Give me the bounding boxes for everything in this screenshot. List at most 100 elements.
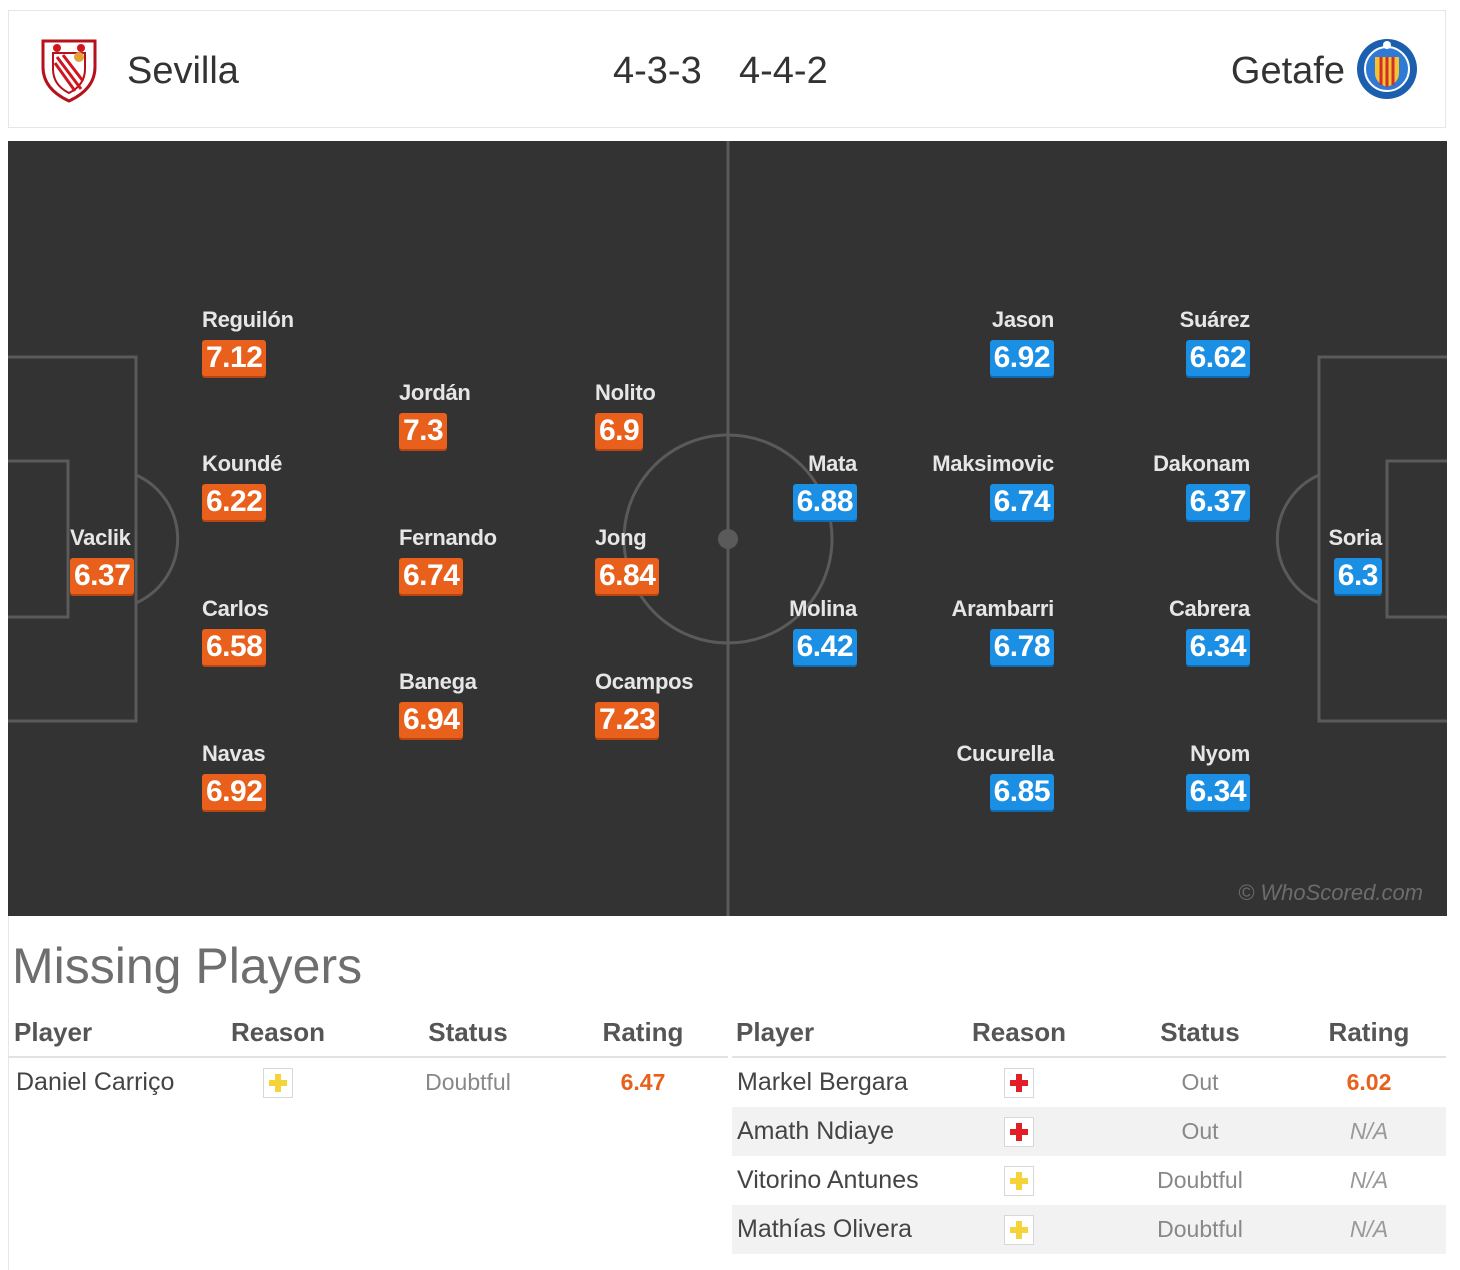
player-name: Cabrera [1168,596,1250,621]
col-reason[interactable]: Reason [972,1016,1066,1047]
col-rating[interactable]: Rating [602,1016,684,1047]
away-team-name[interactable]: Getafe [1230,50,1345,92]
player-rating: 6.9 [595,413,644,449]
player-rating: 6.74 [989,484,1054,520]
status-cell: Out [1181,1069,1219,1095]
player-link[interactable]: Mathías Olivera [737,1215,913,1243]
rating-cell: 6.47 [620,1069,666,1095]
table-row: Markel Bergara Out 6.02 [732,1058,1446,1107]
table-header: Player Reason Status Rating [8,1008,728,1058]
away-player-jason[interactable]: Jason 6.92 [914,307,1054,376]
player-name: Jason [991,307,1054,332]
player-rating: 6.92 [989,340,1054,376]
home-player-reguilon[interactable]: Reguilón 7.12 [202,307,342,376]
player-rating: 6.37 [1185,484,1250,520]
away-formation: 4-4-2 [739,50,828,92]
player-link[interactable]: Vitorino Antunes [737,1166,919,1194]
rating-cell: N/A [1349,1216,1389,1242]
home-player-kounde[interactable]: Koundé 6.22 [202,451,342,520]
injury-cross-icon[interactable] [1004,1067,1034,1098]
player-rating: 6.3 [1333,558,1382,594]
table-header: Player Reason Status Rating [732,1008,1446,1058]
away-player-maksimovic[interactable]: Maksimovic 6.74 [914,451,1054,520]
player-name: Nyom [1190,741,1250,766]
reason-cell [952,1067,1086,1098]
player-name: Mata [808,451,857,476]
away-player-cucurella[interactable]: Cucurella 6.85 [914,741,1054,810]
watermark: © WhoScored.com [1238,880,1423,905]
col-status[interactable]: Status [1160,1016,1240,1047]
home-player-fernando[interactable]: Fernando 6.74 [399,525,539,594]
away-player-soria[interactable]: Soria 6.3 [1242,525,1382,594]
player-link[interactable]: Daniel Carriço [16,1068,175,1096]
away-player-molina[interactable]: Molina 6.42 [717,596,857,665]
player-rating: 6.34 [1185,774,1250,810]
player-name: Reguilón [202,307,294,332]
player-rating: 7.12 [202,340,267,376]
player-name: Dakonam [1153,451,1250,476]
player-name: Koundé [202,451,283,476]
player-rating: 6.85 [989,774,1054,810]
col-rating[interactable]: Rating [1328,1016,1410,1047]
table-row: Vitorino Antunes Doubtful N/A [732,1156,1446,1205]
doubtful-cross-icon[interactable] [1004,1214,1034,1245]
player-name: Suárez [1179,307,1251,332]
player-name: Jong [595,525,647,550]
home-player-vaclik[interactable]: Vaclik 6.37 [70,525,210,594]
table-row: Daniel Carriço Doubtful 6.47 [8,1058,728,1107]
away-player-dakonam[interactable]: Dakonam 6.37 [1110,451,1250,520]
home-team-name[interactable]: Sevilla [127,50,239,92]
player-rating: 6.42 [792,629,857,665]
player-link[interactable]: Markel Bergara [737,1068,908,1096]
home-player-ocampos[interactable]: Ocampos 7.23 [595,669,735,738]
doubtful-cross-icon[interactable] [263,1067,293,1098]
status-cell: Doubtful [1157,1216,1243,1242]
home-player-jong[interactable]: Jong 6.84 [595,525,735,594]
player-name: Banega [399,669,477,694]
player-name: Navas [202,741,266,766]
reason-cell [218,1067,338,1098]
rating-cell: N/A [1349,1118,1389,1144]
away-player-suarez[interactable]: Suárez 6.62 [1110,307,1250,376]
status-cell: Out [1181,1118,1219,1144]
player-rating: 6.94 [399,702,464,738]
home-player-nolito[interactable]: Nolito 6.9 [595,380,735,449]
doubtful-cross-icon[interactable] [1004,1165,1034,1196]
player-link[interactable]: Amath Ndiaye [737,1117,895,1145]
player-rating: 6.34 [1185,629,1250,665]
player-name: Vaclik [70,525,131,550]
player-rating: 6.58 [202,629,267,665]
player-rating: 6.78 [989,629,1054,665]
player-name: Cucurella [956,741,1054,766]
sevilla-crest-icon[interactable] [39,37,99,103]
home-player-jordan[interactable]: Jordán 7.3 [399,380,539,449]
match-header: Sevilla 4-3-3 4-4-2 Getafe [8,10,1446,128]
player-name: Carlos [202,596,269,621]
home-missing-table: Player Reason Status Rating Daniel Carri… [8,1008,728,1107]
reason-cell [952,1116,1086,1147]
away-player-mata[interactable]: Mata 6.88 [717,451,857,520]
col-status[interactable]: Status [428,1016,508,1047]
home-player-banega[interactable]: Banega 6.94 [399,669,539,738]
player-rating: 6.62 [1185,340,1250,376]
col-player[interactable]: Player [736,1016,815,1047]
reason-cell [952,1165,1086,1196]
status-cell: Doubtful [425,1069,511,1095]
getafe-crest-icon[interactable] [1355,37,1419,101]
away-player-nyom[interactable]: Nyom 6.34 [1110,741,1250,810]
injury-cross-icon[interactable] [1004,1116,1034,1147]
pitch: Vaclik 6.37 Reguilón 7.12 Koundé 6.22 Ca… [8,141,1447,916]
missing-players-title: Missing Players [12,938,363,994]
player-name: Arambarri [951,596,1055,621]
col-reason[interactable]: Reason [231,1016,325,1047]
home-player-navas[interactable]: Navas 6.92 [202,741,342,810]
status-cell: Doubtful [1157,1167,1243,1193]
home-player-carlos[interactable]: Carlos 6.58 [202,596,342,665]
away-player-cabrera[interactable]: Cabrera 6.34 [1110,596,1250,665]
player-name: Jordán [399,380,471,405]
player-rating: 6.22 [202,484,267,520]
col-player[interactable]: Player [14,1016,93,1047]
player-rating: 6.92 [202,774,267,810]
player-rating: 6.74 [399,558,464,594]
away-player-arambarri[interactable]: Arambarri 6.78 [914,596,1054,665]
